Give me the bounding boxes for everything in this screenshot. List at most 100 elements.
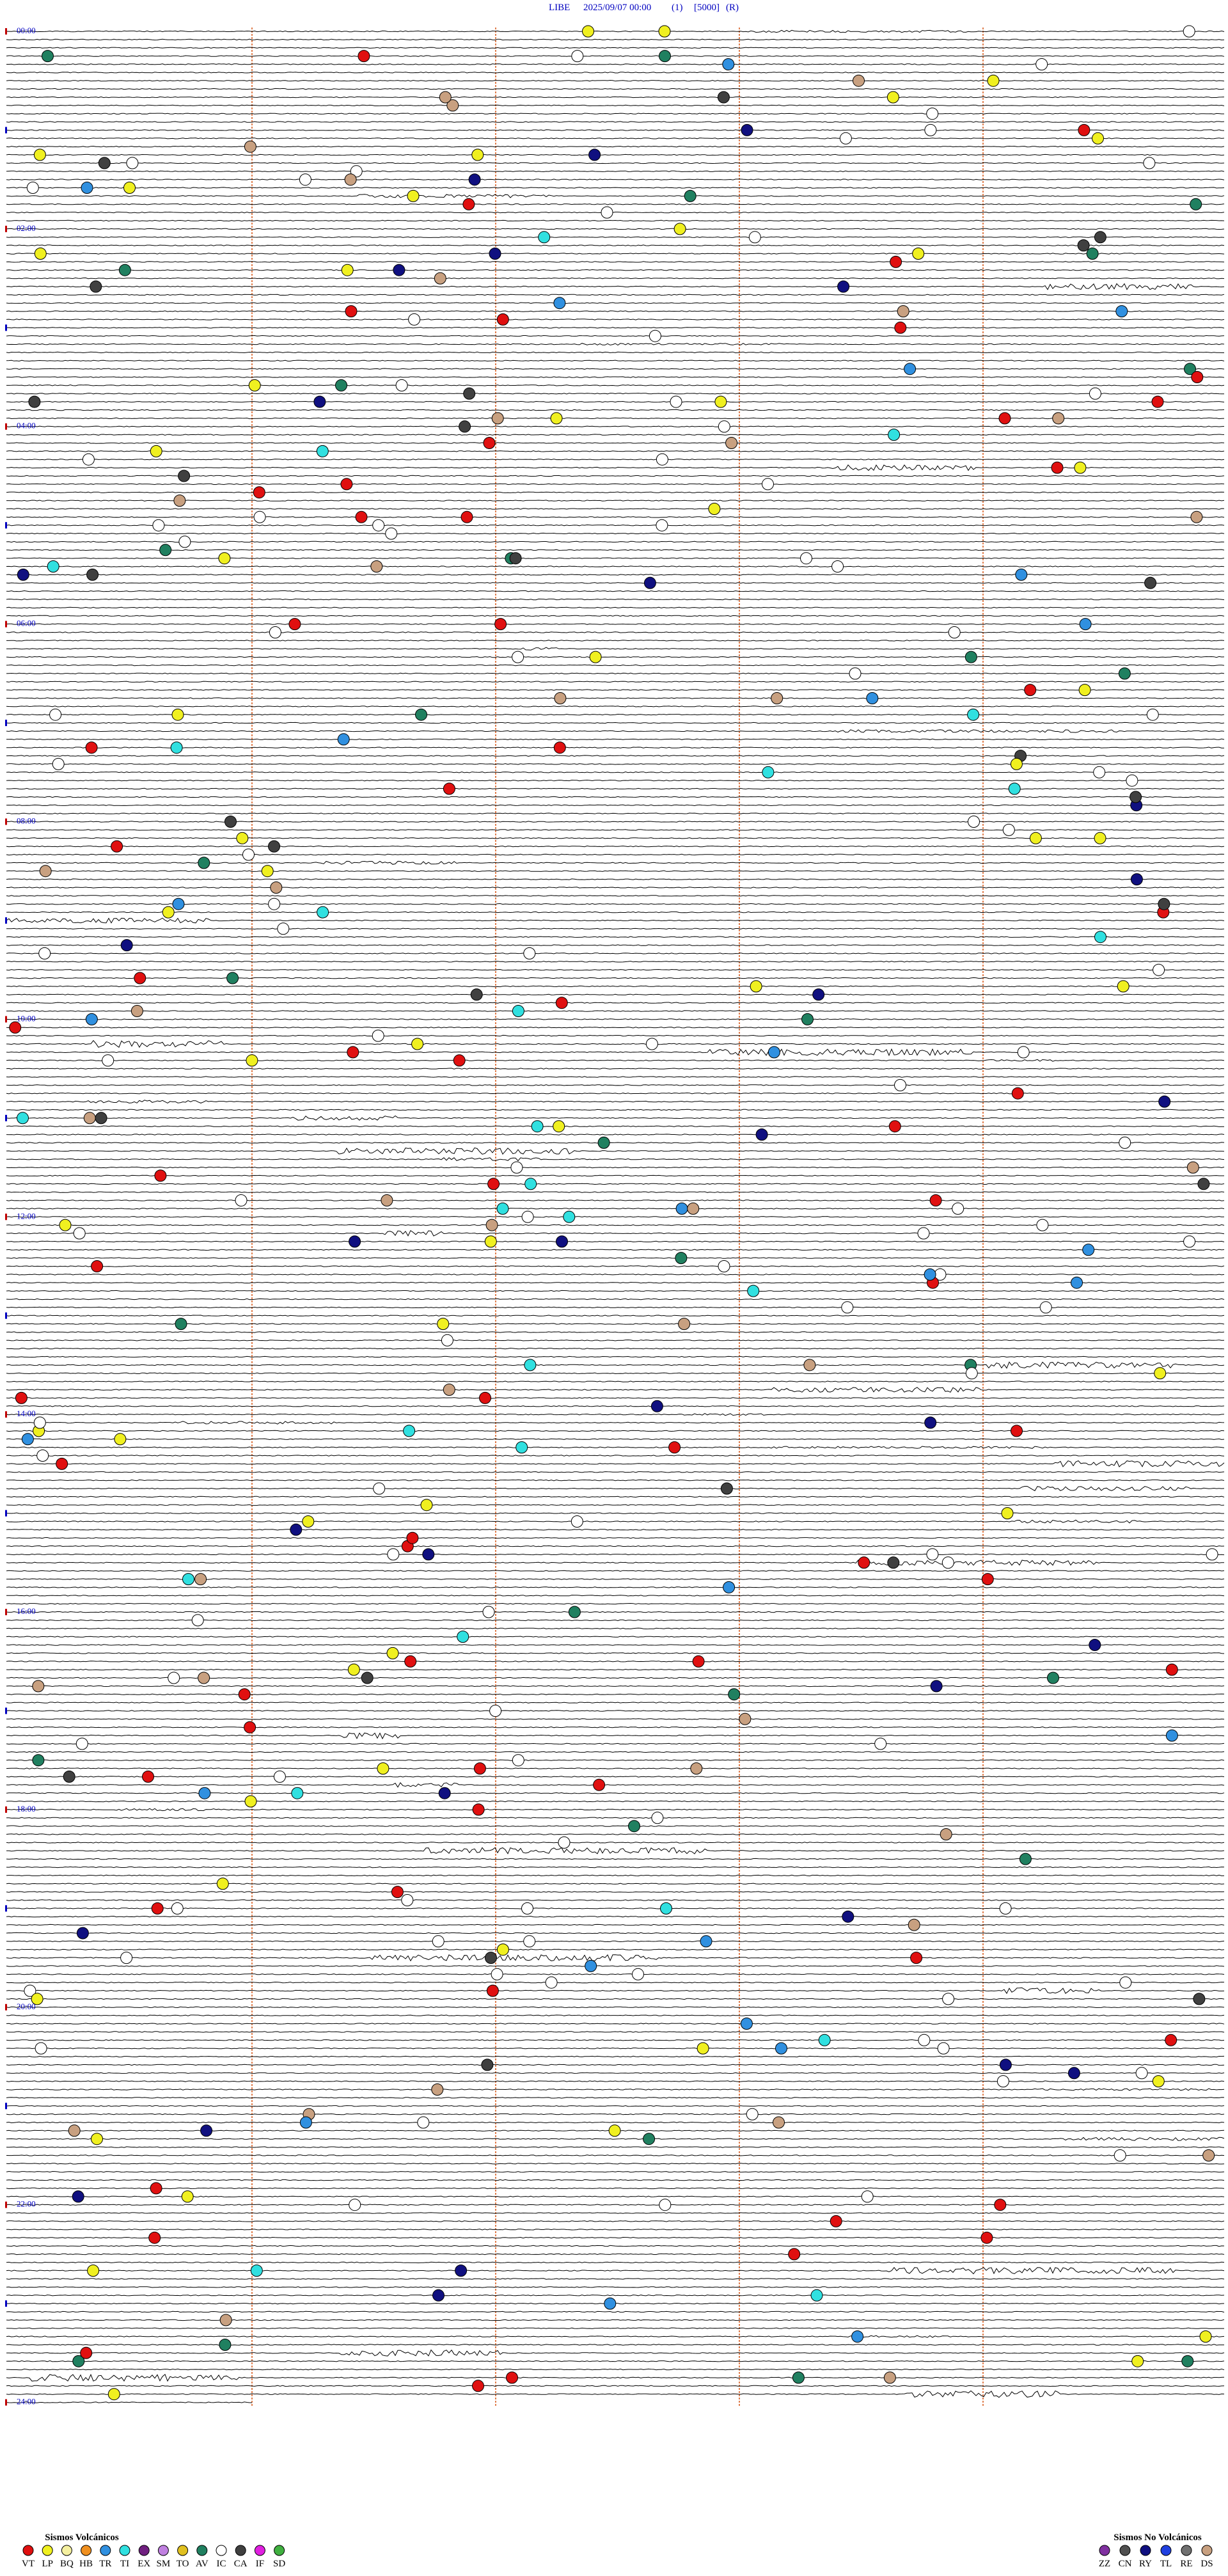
event-marker [460,510,473,523]
trace [6,2335,1225,2338]
time-label: 02:00 [17,223,36,233]
hour-tick [5,1510,7,1517]
legend-code: TI [120,2559,129,2569]
legend-code: HB [79,2559,93,2569]
time-label: 12:00 [17,1211,36,1221]
trace [6,47,1225,49]
event-marker [107,2388,120,2401]
event-marker [372,1029,384,1042]
time-label: 24:00 [17,2397,36,2406]
event-marker [1165,1729,1178,1742]
event-marker [473,1762,486,1775]
event-marker [1130,791,1142,803]
event-marker [438,1787,451,1799]
trace [6,2195,1225,2198]
event-marker [151,1902,164,1915]
mode: (R) [726,3,739,13]
trace [6,2344,1225,2346]
event-marker [568,1606,581,1618]
legend-swatch [157,2545,169,2556]
trace [6,2245,1225,2247]
trace [6,294,1225,296]
event-marker [290,1523,303,1536]
event-marker [347,1663,360,1676]
event-marker [68,2124,81,2137]
trace [6,2261,1225,2264]
event-marker [26,182,39,194]
event-marker [407,189,420,202]
event-marker [181,2190,194,2203]
legend-swatch [100,2545,111,2556]
trace [6,1405,1225,1407]
event-marker [341,264,354,276]
trace [6,310,1225,312]
trace [6,1842,1225,1844]
trace [6,104,1225,107]
event-marker [658,25,671,38]
event-marker [250,2264,263,2277]
trace [6,2204,1225,2206]
trace [6,606,1225,609]
event-marker [261,865,274,878]
event-marker [350,165,363,178]
event-marker [126,157,139,170]
event-marker [248,379,261,391]
event-marker [377,1762,390,1775]
trace [6,1455,1225,1457]
legend-swatch [235,2545,246,2556]
trace [6,2047,1225,2050]
event-marker [1093,766,1106,778]
event-marker [1089,1639,1101,1651]
event-marker [589,651,602,663]
legend-swatch [61,2545,72,2556]
event-marker [198,857,210,869]
trace [6,1183,1225,1185]
time-label: 14:00 [17,1409,36,1418]
trace [6,903,1225,905]
event-marker [1024,684,1037,697]
trace [6,1147,1225,1155]
event-marker [524,1359,537,1371]
legend-code: LP [42,2559,53,2569]
trace [6,2154,1225,2156]
trace [6,1987,1225,1995]
trace [6,425,1225,428]
trace [6,1661,1225,1663]
trace [6,524,1225,526]
event-marker [830,2215,842,2227]
event-marker [463,387,476,400]
event-marker [404,1655,417,1668]
event-marker [924,1268,936,1281]
trace [6,2039,1225,2041]
trace [6,475,1225,477]
event-marker [553,297,566,310]
trace [6,1742,1225,1745]
event-marker [95,1112,107,1125]
trace [6,516,1225,518]
hour-tick [5,522,7,529]
hour-tick [5,1707,7,1714]
legend-code: IF [256,2559,264,2569]
event-marker [1029,832,1042,844]
event-marker [700,1935,712,1948]
event-marker [216,1877,229,1890]
event-marker [170,741,183,754]
event-marker [471,148,484,161]
event-marker [1143,157,1156,170]
event-marker [1092,132,1104,145]
event-marker [601,206,613,219]
event-marker [39,865,52,878]
event-marker [218,552,231,565]
trace [6,1100,1225,1103]
trace [6,1908,1225,1909]
event-marker [1197,1178,1210,1190]
event-marker [446,99,459,112]
event-marker [17,1112,29,1125]
event-marker [999,2058,1012,2071]
event-marker [747,1284,760,1297]
event-marker [1094,832,1106,844]
event-marker [512,1754,524,1767]
trace [6,1018,1225,1020]
